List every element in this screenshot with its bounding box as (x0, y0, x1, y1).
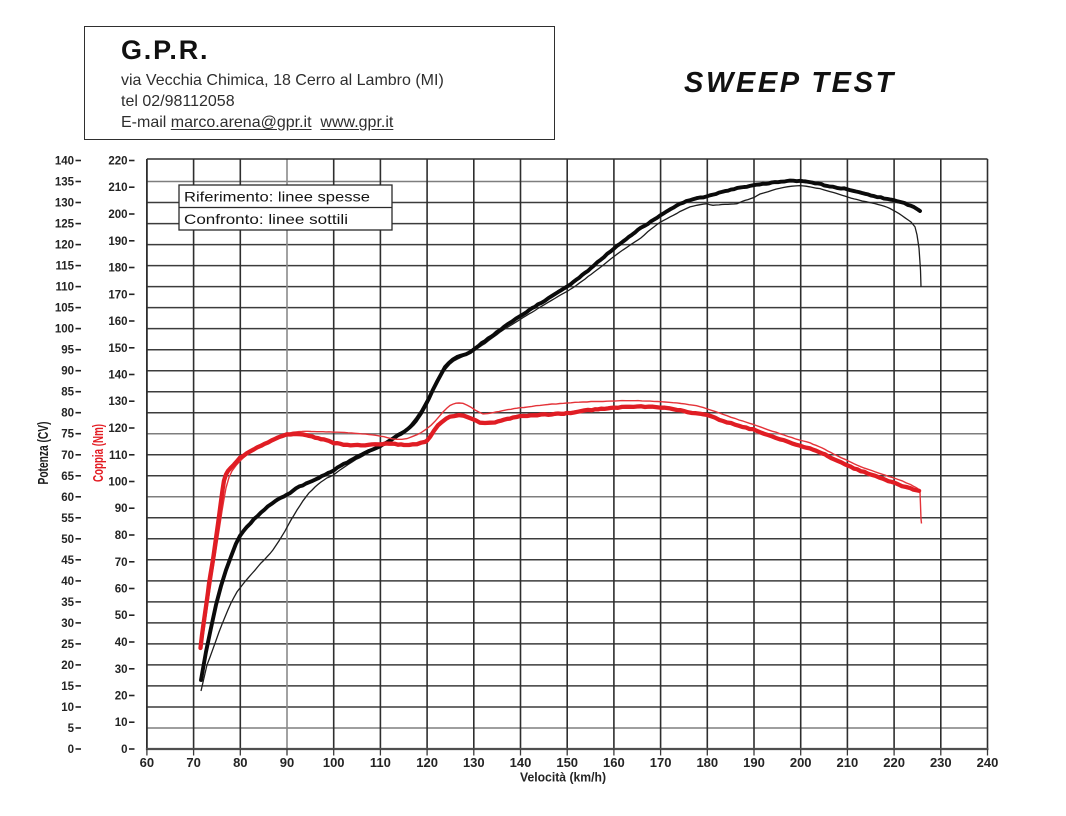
svg-text:Potenza (CV): Potenza (CV) (36, 421, 52, 484)
svg-text:135: 135 (55, 177, 75, 189)
svg-text:Velocità (km/h): Velocità (km/h) (520, 770, 606, 785)
svg-text:Coppia (Nm): Coppia (Nm) (91, 424, 107, 482)
svg-text:5: 5 (68, 723, 75, 735)
svg-text:50: 50 (115, 610, 128, 622)
svg-text:80: 80 (115, 530, 128, 542)
svg-text:220: 220 (883, 755, 905, 770)
svg-text:140: 140 (108, 370, 127, 382)
svg-text:75: 75 (61, 429, 74, 441)
svg-text:30: 30 (115, 664, 128, 676)
svg-text:200: 200 (108, 209, 127, 221)
svg-text:35: 35 (61, 597, 74, 609)
svg-text:140: 140 (55, 156, 74, 168)
svg-text:20: 20 (61, 660, 74, 672)
svg-text:100: 100 (55, 324, 74, 336)
svg-text:80: 80 (61, 408, 74, 420)
svg-text:170: 170 (108, 289, 127, 301)
svg-text:Riferimento: linee spesse: Riferimento: linee spesse (184, 189, 370, 205)
svg-text:200: 200 (790, 755, 812, 770)
svg-text:100: 100 (108, 477, 127, 489)
svg-text:120: 120 (55, 240, 74, 252)
svg-text:10: 10 (115, 717, 128, 729)
svg-text:70: 70 (186, 755, 200, 770)
svg-text:80: 80 (233, 755, 247, 770)
svg-text:220: 220 (108, 156, 127, 168)
svg-text:70: 70 (115, 557, 128, 569)
svg-text:45: 45 (61, 555, 74, 567)
svg-text:Confronto: linee sottili: Confronto: linee sottili (184, 211, 348, 227)
svg-text:110: 110 (55, 282, 74, 294)
svg-text:115: 115 (55, 261, 74, 273)
svg-text:125: 125 (55, 219, 75, 231)
svg-text:60: 60 (115, 584, 128, 596)
svg-text:130: 130 (463, 755, 485, 770)
svg-text:0: 0 (68, 744, 74, 756)
svg-text:105: 105 (55, 303, 75, 315)
svg-text:55: 55 (61, 513, 74, 525)
svg-text:190: 190 (108, 236, 127, 248)
svg-text:70: 70 (61, 450, 74, 462)
svg-text:130: 130 (108, 396, 127, 408)
svg-text:190: 190 (743, 755, 765, 770)
svg-text:65: 65 (61, 471, 74, 483)
svg-text:40: 40 (115, 637, 128, 649)
svg-text:20: 20 (115, 691, 128, 703)
svg-text:10: 10 (61, 702, 74, 714)
svg-text:95: 95 (61, 345, 74, 357)
svg-text:120: 120 (416, 755, 438, 770)
svg-text:150: 150 (556, 755, 578, 770)
svg-text:100: 100 (323, 755, 345, 770)
svg-text:90: 90 (115, 503, 128, 515)
svg-text:180: 180 (108, 263, 127, 275)
svg-text:25: 25 (61, 639, 74, 651)
svg-text:240: 240 (977, 755, 999, 770)
svg-text:210: 210 (108, 182, 127, 194)
svg-text:50: 50 (61, 534, 74, 546)
svg-text:120: 120 (108, 423, 127, 435)
svg-text:160: 160 (603, 755, 625, 770)
svg-text:160: 160 (108, 316, 127, 328)
svg-text:90: 90 (61, 366, 74, 378)
svg-text:0: 0 (121, 744, 127, 756)
svg-text:30: 30 (61, 618, 74, 630)
svg-text:85: 85 (61, 387, 74, 399)
svg-text:210: 210 (837, 755, 859, 770)
svg-text:180: 180 (696, 755, 718, 770)
svg-text:130: 130 (55, 198, 74, 210)
svg-text:150: 150 (108, 343, 127, 355)
svg-text:110: 110 (109, 450, 128, 462)
svg-text:90: 90 (280, 755, 294, 770)
svg-text:170: 170 (650, 755, 672, 770)
svg-text:110: 110 (370, 755, 391, 770)
svg-text:15: 15 (61, 681, 74, 693)
svg-text:40: 40 (61, 576, 74, 588)
svg-text:140: 140 (510, 755, 532, 770)
svg-text:60: 60 (61, 492, 74, 504)
svg-text:230: 230 (930, 755, 952, 770)
svg-text:60: 60 (140, 755, 154, 770)
